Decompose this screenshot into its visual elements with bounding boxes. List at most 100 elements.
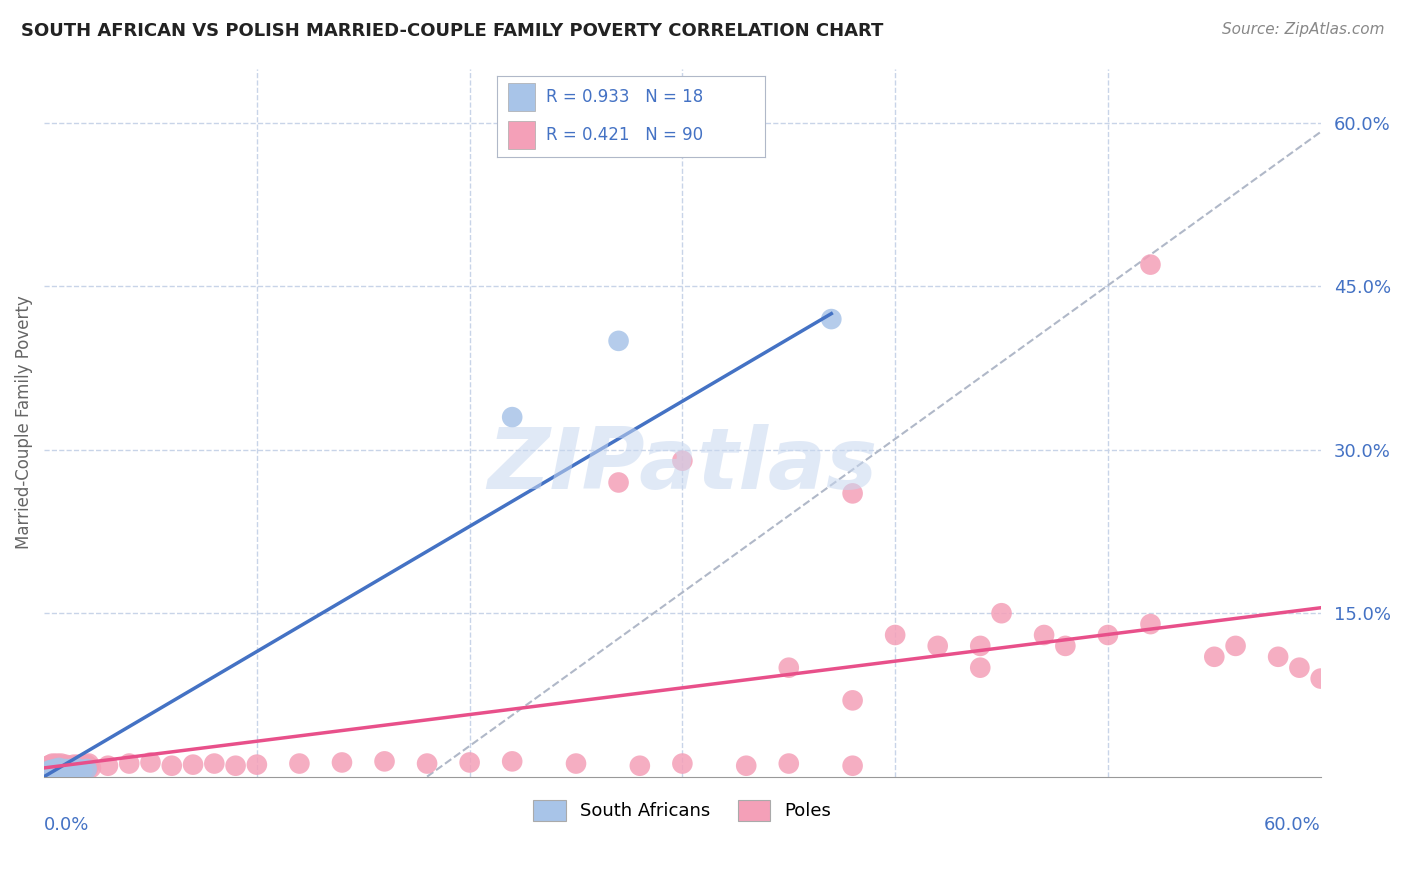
Point	[39, 761, 62, 775]
Point	[44, 761, 66, 775]
Point	[56, 760, 79, 774]
Point	[60, 764, 83, 779]
Point	[44, 757, 66, 772]
Point	[884, 628, 907, 642]
Point	[671, 756, 693, 771]
Point	[73, 762, 96, 776]
Point	[202, 756, 225, 771]
Point	[778, 756, 800, 771]
Point	[1139, 617, 1161, 632]
Point	[52, 762, 75, 776]
Point	[48, 762, 70, 776]
Point	[37, 762, 59, 776]
Point	[80, 761, 103, 775]
Point	[63, 761, 86, 775]
Point	[52, 764, 75, 779]
Point	[288, 756, 311, 771]
Point	[628, 758, 651, 772]
Legend: South Africans, Poles: South Africans, Poles	[526, 792, 838, 828]
Point	[458, 756, 481, 770]
Point	[77, 760, 100, 774]
Point	[969, 639, 991, 653]
Point	[37, 758, 59, 772]
Point	[65, 758, 87, 772]
Point	[671, 453, 693, 467]
Point	[59, 758, 82, 772]
Point	[48, 758, 70, 772]
Point	[330, 756, 353, 770]
Point	[41, 760, 63, 774]
Point	[735, 758, 758, 772]
Point	[39, 763, 62, 777]
Point	[1033, 628, 1056, 642]
Point	[52, 758, 75, 772]
Point	[56, 763, 79, 777]
Point	[49, 763, 72, 777]
Point	[56, 763, 79, 777]
Point	[139, 756, 162, 770]
Point	[1054, 639, 1077, 653]
Point	[49, 756, 72, 771]
Text: Source: ZipAtlas.com: Source: ZipAtlas.com	[1222, 22, 1385, 37]
Point	[607, 334, 630, 348]
Point	[990, 606, 1012, 620]
Point	[76, 757, 98, 772]
Point	[1267, 649, 1289, 664]
Point	[927, 639, 949, 653]
Point	[55, 764, 77, 779]
Point	[416, 756, 439, 771]
Y-axis label: Married-Couple Family Poverty: Married-Couple Family Poverty	[15, 295, 32, 549]
Point	[1288, 661, 1310, 675]
Point	[55, 762, 77, 776]
Point	[118, 756, 141, 771]
Point	[49, 760, 72, 774]
Point	[73, 758, 96, 772]
Point	[69, 758, 91, 772]
Point	[41, 756, 63, 771]
Point	[1204, 649, 1226, 664]
Point	[72, 757, 94, 772]
Point	[37, 764, 59, 779]
Point	[41, 763, 63, 777]
Text: SOUTH AFRICAN VS POLISH MARRIED-COUPLE FAMILY POVERTY CORRELATION CHART: SOUTH AFRICAN VS POLISH MARRIED-COUPLE F…	[21, 22, 883, 40]
Point	[55, 757, 77, 772]
Point	[160, 758, 183, 772]
Point	[1139, 258, 1161, 272]
Point	[65, 762, 87, 776]
Point	[1309, 672, 1331, 686]
Point	[1225, 639, 1247, 653]
Point	[60, 763, 83, 777]
Point	[67, 757, 90, 772]
Point	[820, 312, 842, 326]
Point	[181, 757, 204, 772]
Point	[63, 757, 86, 772]
Point	[565, 756, 588, 771]
Text: 60.0%: 60.0%	[1264, 815, 1320, 833]
Point	[76, 762, 98, 776]
Point	[65, 761, 87, 775]
Point	[77, 756, 100, 771]
Point	[59, 762, 82, 776]
Point	[841, 486, 863, 500]
Point	[49, 763, 72, 777]
Point	[48, 761, 70, 775]
Text: 0.0%: 0.0%	[44, 815, 90, 833]
Point	[72, 761, 94, 775]
Point	[39, 764, 62, 779]
Point	[373, 755, 395, 769]
Text: ZIPatlas: ZIPatlas	[488, 424, 877, 507]
Point	[607, 475, 630, 490]
Point	[67, 761, 90, 775]
Point	[841, 693, 863, 707]
Point	[35, 761, 58, 775]
Point	[76, 761, 98, 775]
Point	[97, 758, 120, 772]
Point	[1097, 628, 1119, 642]
Point	[44, 764, 66, 779]
Point	[72, 763, 94, 777]
Point	[778, 661, 800, 675]
Point	[246, 757, 269, 772]
Point	[45, 756, 67, 771]
Point	[37, 765, 59, 780]
Point	[45, 763, 67, 777]
